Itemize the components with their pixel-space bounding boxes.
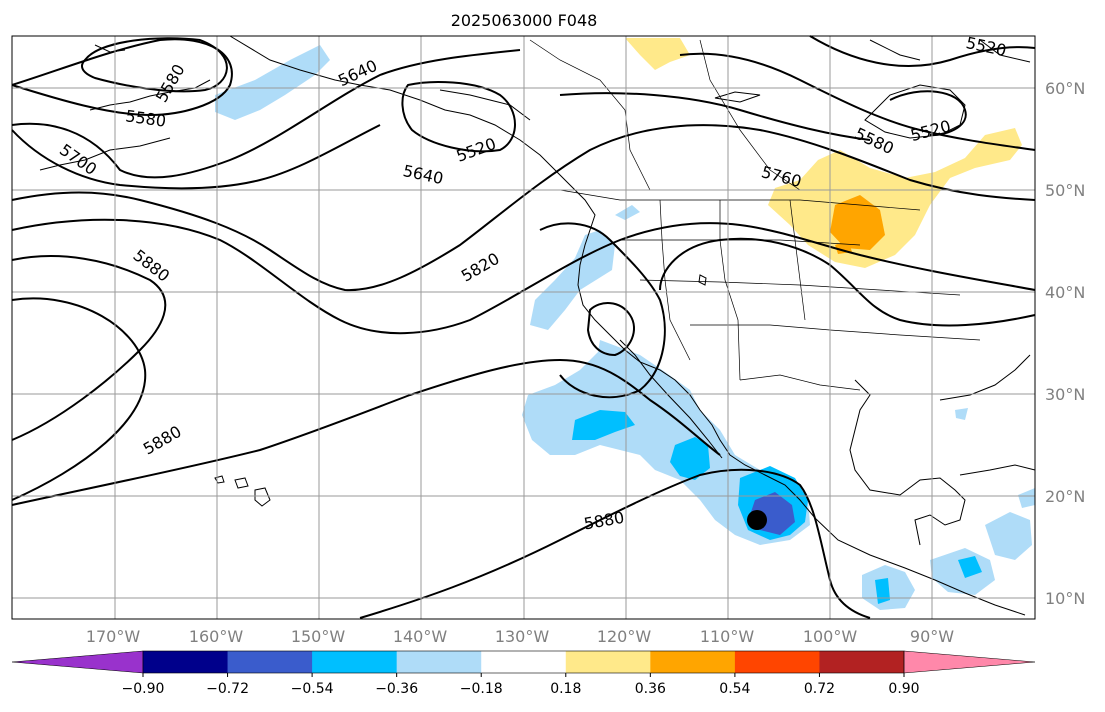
colorbar-segment (481, 651, 567, 673)
colorbar-segment (312, 651, 398, 673)
colorbar-tick-label: −0.36 (375, 681, 418, 697)
colorbar-tick-label: 0.36 (635, 681, 666, 697)
lat-label: 20°N (1045, 487, 1085, 506)
colorbar-segment (396, 651, 482, 673)
lat-label: 30°N (1045, 385, 1085, 404)
longitude-labels: 170°W 160°W 150°W 140°W 130°W 120°W 110°… (86, 627, 954, 646)
colorbar-tick-label: −0.72 (206, 681, 249, 697)
colorbar-tick-label: 0.90 (888, 681, 919, 697)
graticule (12, 36, 1035, 619)
lon-label: 110°W (700, 627, 755, 646)
lat-label: 50°N (1045, 181, 1085, 200)
lon-label: 160°W (189, 627, 244, 646)
colorbar-extend-high (903, 650, 1036, 674)
colorbar-segment (734, 651, 820, 673)
colorbar-segment (650, 651, 736, 673)
map-area: 5520 5580 5640 5580 5700 5640 5820 5880 … (11, 33, 1036, 620)
colorbar-tick-label: −0.18 (460, 681, 503, 697)
colorbar-segment (819, 651, 905, 673)
coastlines (39, 35, 1036, 616)
lon-label: 170°W (86, 627, 141, 646)
chart-title: 2025063000 F048 (451, 11, 598, 30)
colorbar-segment (143, 651, 229, 673)
colorbar-tick-label: 0.18 (550, 681, 581, 697)
colorbar: −0.90 −0.72 −0.54 −0.36 −0.18 0.18 0.36 0.54 0.7… (11, 650, 1036, 697)
lon-label: 140°W (393, 627, 448, 646)
lon-label: 120°W (597, 627, 652, 646)
lat-label: 40°N (1045, 283, 1085, 302)
colorbar-extend-low (11, 650, 144, 674)
colorbar-segment (227, 651, 313, 673)
colorbar-tick-label: −0.90 (122, 681, 165, 697)
lat-label: 10°N (1045, 589, 1085, 608)
lon-label: 100°W (803, 627, 858, 646)
colorbar-segment (565, 651, 651, 673)
lat-label: 60°N (1045, 79, 1085, 98)
colorbar-tick-label: 0.72 (804, 681, 835, 697)
negative-anomaly-shading (215, 45, 1035, 610)
latitude-labels: 60°N 50°N 40°N 30°N 20°N 10°N (1045, 79, 1085, 608)
height-contours (11, 35, 1036, 619)
lon-label: 90°W (910, 627, 954, 646)
colorbar-tick-label: 0.54 (719, 681, 750, 697)
positive-anomaly-shading (625, 38, 1022, 268)
lon-label: 130°W (495, 627, 550, 646)
lon-label: 150°W (291, 627, 346, 646)
colorbar-outline (142, 650, 905, 674)
colorbar-tick-label: −0.54 (291, 681, 334, 697)
